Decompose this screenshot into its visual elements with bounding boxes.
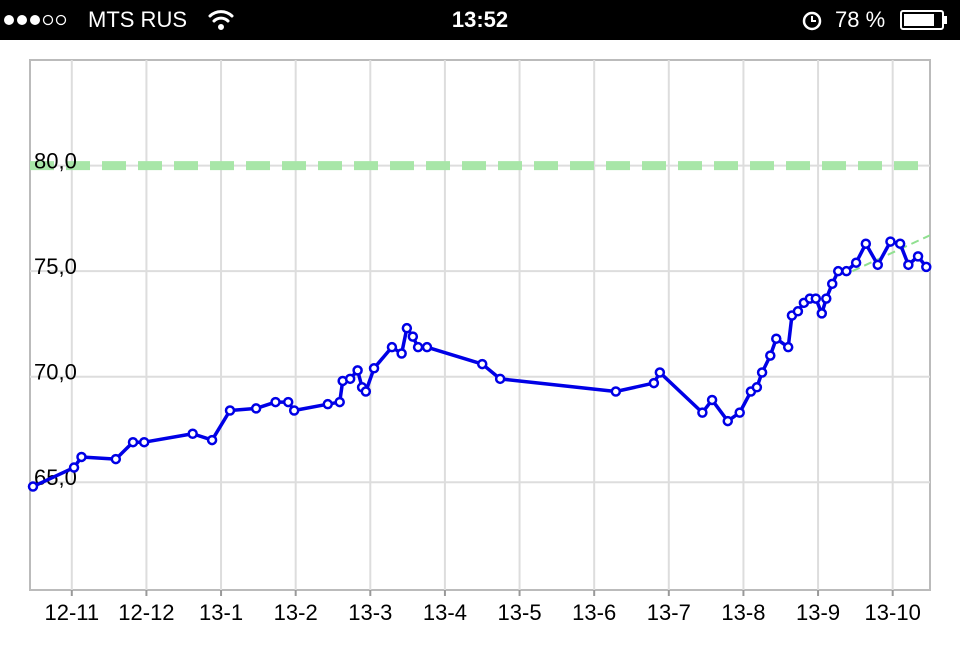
data-point	[270, 396, 281, 408]
x-tick-label: 13-2	[274, 600, 318, 625]
data-point	[334, 396, 345, 408]
status-bar	[0, 0, 960, 40]
data-point	[912, 251, 924, 262]
data-point	[832, 265, 844, 277]
data-point	[127, 436, 139, 448]
data-point	[751, 382, 763, 393]
signal	[4, 14, 67, 26]
data-point	[782, 341, 794, 353]
x-tick-label: 12-11	[44, 600, 99, 625]
y-tick-label: 80,0	[34, 148, 77, 173]
data-point	[792, 306, 804, 317]
time: 13:52	[452, 7, 508, 32]
x-tick-label: 13-3	[348, 600, 392, 625]
data-point	[206, 434, 218, 446]
x-tick-label: 13-10	[865, 600, 921, 625]
battery-text: 78 %	[835, 7, 885, 32]
data-point	[921, 261, 932, 273]
data-point	[401, 322, 413, 334]
data-point	[872, 259, 884, 271]
data-point	[860, 238, 872, 249]
trend-line	[851, 234, 930, 273]
x-tick-label: 13-8	[721, 600, 765, 625]
data-point	[27, 481, 39, 492]
data-point	[76, 451, 87, 463]
data-point	[386, 341, 398, 353]
data-point	[771, 333, 782, 344]
data-point	[396, 348, 407, 359]
data-point	[826, 278, 838, 290]
data-point	[765, 350, 776, 361]
data-point	[344, 373, 356, 385]
data-point	[850, 257, 862, 268]
alarm-icon	[802, 11, 822, 31]
y-tick-label: 70,0	[34, 360, 77, 385]
data-point	[352, 365, 363, 376]
data-point	[841, 265, 852, 277]
data-point	[697, 407, 708, 418]
data-point	[476, 358, 488, 370]
data-point	[322, 398, 334, 410]
data-point	[821, 293, 832, 304]
data-point	[756, 367, 768, 378]
x-tick-label: 13-5	[498, 600, 542, 625]
data-point	[421, 341, 433, 353]
data-point	[734, 407, 745, 418]
data-point	[138, 436, 150, 448]
data-point	[610, 386, 622, 397]
data-point	[903, 259, 914, 271]
wifi-icon	[208, 10, 234, 30]
plot-frame	[29, 59, 931, 591]
data-point	[810, 293, 822, 304]
data-point	[894, 238, 906, 249]
data-point	[412, 341, 424, 353]
x-tick-label: 13-9	[796, 600, 840, 625]
data-point	[407, 331, 419, 342]
data-point	[722, 415, 734, 427]
data-point	[885, 236, 896, 247]
data-point	[654, 367, 666, 378]
data-point	[648, 377, 660, 389]
data-point	[68, 462, 80, 473]
carrier: MTS RUS	[88, 7, 187, 32]
x-tick-label: 12-12	[118, 600, 174, 625]
x-tick-label: 13-4	[423, 600, 467, 625]
data-point	[494, 373, 506, 385]
y-tick-label: 75,0	[34, 254, 77, 279]
data-point	[288, 405, 300, 416]
x-tick-label: 13-6	[572, 600, 616, 625]
data-point	[282, 396, 294, 408]
data-point	[110, 453, 122, 465]
data-point	[706, 394, 718, 406]
data-point	[360, 386, 372, 397]
data-point	[368, 363, 380, 374]
plot: 12-11 12-12 13-1 13-2 13-3 13-4 13-5 13-6 13-7 13…	[27, 60, 932, 625]
x-tick-label: 13-1	[199, 600, 243, 625]
battery-icon	[900, 10, 947, 30]
data-point	[250, 403, 262, 414]
data-point	[816, 308, 828, 319]
data-point	[224, 405, 236, 416]
x-tick-label: 13-7	[647, 600, 691, 625]
data-point	[187, 428, 198, 439]
